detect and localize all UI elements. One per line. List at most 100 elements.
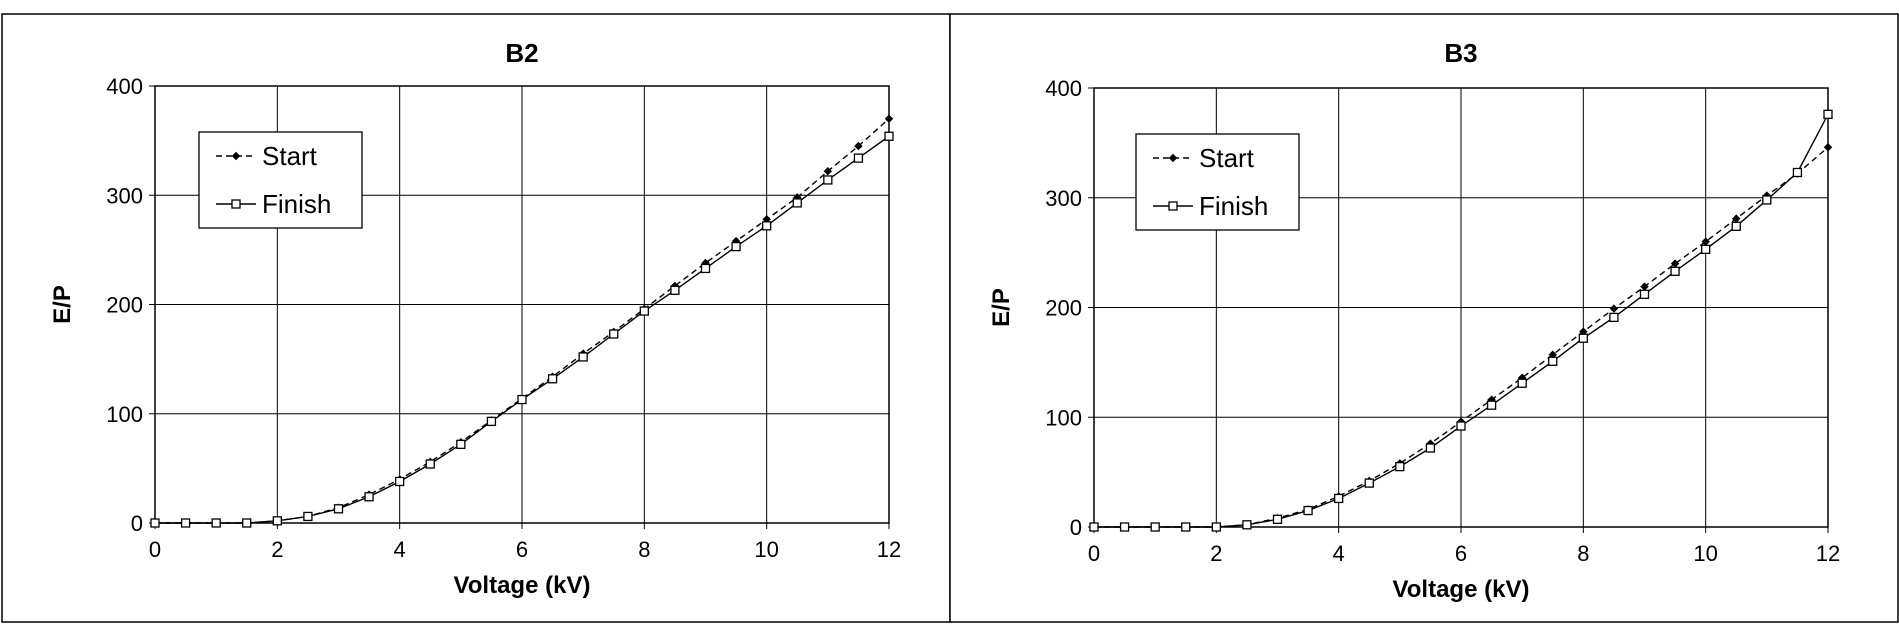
data-point bbox=[762, 221, 772, 231]
y-tick-label: 100 bbox=[106, 402, 143, 427]
data-point bbox=[1119, 522, 1130, 532]
data-point bbox=[486, 416, 497, 427]
data-point bbox=[1792, 167, 1803, 178]
data-point bbox=[180, 518, 191, 528]
legend-box bbox=[198, 131, 363, 229]
data-point bbox=[1364, 478, 1374, 488]
chart-0: 0 2 4 6 8 10 12 0 100 200 300 400 B2 Voltage (kV) E/P S… bbox=[1, 13, 951, 623]
data-point bbox=[517, 394, 527, 405]
data-point bbox=[609, 329, 619, 339]
data-point bbox=[272, 516, 282, 526]
data-point bbox=[1242, 520, 1252, 530]
legend-label: Start bbox=[262, 141, 318, 171]
data-point bbox=[639, 306, 649, 316]
y-tick-label: 0 bbox=[1070, 515, 1082, 540]
y-tick-label: 200 bbox=[106, 293, 143, 318]
legend-box bbox=[1135, 133, 1300, 231]
legend-label: Start bbox=[1199, 143, 1255, 173]
data-point bbox=[1456, 421, 1466, 431]
x-tick-label: 4 bbox=[1333, 541, 1345, 566]
data-point bbox=[1762, 195, 1772, 205]
data-point bbox=[1334, 493, 1344, 504]
chart-frame bbox=[1, 13, 951, 623]
data-point bbox=[1548, 356, 1558, 366]
data-point bbox=[1731, 221, 1741, 231]
legend-label: Finish bbox=[262, 189, 331, 219]
x-tick-label: 6 bbox=[516, 537, 528, 562]
chart-frame bbox=[949, 13, 1899, 623]
x-axis-label: Voltage (kV) bbox=[1393, 576, 1530, 603]
chart-1: 0 2 4 6 8 10 12 0 100 200 300 400 B3 Voltage (kV) E/P S… bbox=[949, 13, 1899, 623]
legend-marker bbox=[231, 199, 241, 209]
data-point bbox=[1272, 514, 1283, 524]
data-point bbox=[1639, 289, 1650, 299]
x-tick-label: 0 bbox=[1088, 541, 1100, 566]
data-point bbox=[1150, 522, 1160, 532]
data-point bbox=[242, 518, 252, 528]
data-point bbox=[578, 352, 588, 362]
data-point bbox=[211, 518, 221, 528]
data-point bbox=[1823, 143, 1833, 152]
legend-marker bbox=[231, 151, 241, 161]
data-point bbox=[425, 459, 435, 469]
y-tick-label: 400 bbox=[1045, 76, 1082, 101]
data-point bbox=[731, 241, 741, 252]
data-point bbox=[150, 518, 160, 528]
legend-label: Finish bbox=[1199, 191, 1268, 221]
data-point bbox=[670, 285, 680, 295]
x-axis-label: Voltage (kV) bbox=[454, 572, 591, 599]
data-point bbox=[700, 263, 711, 274]
data-point bbox=[1701, 244, 1711, 254]
x-tick-label: 2 bbox=[271, 537, 283, 562]
data-point bbox=[1517, 378, 1527, 388]
data-point bbox=[1181, 522, 1191, 532]
y-axis-label: E/P bbox=[988, 288, 1015, 327]
x-tick-label: 8 bbox=[1577, 541, 1589, 566]
x-tick-label: 4 bbox=[394, 537, 406, 562]
x-tick-label: 0 bbox=[149, 537, 161, 562]
chart-title: B3 bbox=[1444, 38, 1477, 68]
data-point bbox=[1578, 333, 1588, 343]
data-point bbox=[823, 175, 833, 185]
y-tick-label: 300 bbox=[1045, 186, 1082, 211]
data-point bbox=[854, 141, 863, 151]
series-finish bbox=[150, 131, 894, 528]
data-point bbox=[1395, 461, 1405, 472]
legend: Start Finish bbox=[1135, 133, 1300, 231]
data-point bbox=[853, 153, 864, 163]
y-tick-label: 400 bbox=[106, 74, 143, 99]
data-point bbox=[333, 504, 344, 514]
x-tick-label: 12 bbox=[877, 537, 901, 562]
data-point bbox=[364, 492, 374, 502]
data-point bbox=[1823, 109, 1833, 119]
legend-marker bbox=[1168, 153, 1178, 163]
data-point bbox=[823, 167, 833, 176]
data-point bbox=[1670, 266, 1680, 276]
data-point bbox=[884, 114, 894, 123]
x-tick-label: 10 bbox=[1693, 541, 1717, 566]
x-tick-label: 10 bbox=[754, 537, 778, 562]
data-point bbox=[547, 374, 558, 384]
y-tick-label: 0 bbox=[131, 511, 143, 536]
data-point bbox=[1609, 304, 1619, 313]
x-tick-label: 8 bbox=[638, 537, 650, 562]
data-point bbox=[1303, 505, 1313, 516]
chart-title: B2 bbox=[505, 38, 538, 68]
legend: Start Finish bbox=[198, 131, 363, 229]
legend-marker bbox=[1168, 201, 1178, 211]
data-point bbox=[1211, 522, 1221, 532]
y-tick-label: 200 bbox=[1045, 296, 1082, 321]
data-point bbox=[1425, 443, 1436, 453]
data-point bbox=[303, 511, 313, 522]
y-tick-label: 300 bbox=[106, 183, 143, 208]
data-point bbox=[1609, 312, 1619, 323]
x-tick-label: 2 bbox=[1210, 541, 1222, 566]
y-tick-label: 100 bbox=[1045, 405, 1082, 430]
data-point bbox=[395, 476, 405, 487]
data-point bbox=[456, 439, 466, 449]
y-axis-label: E/P bbox=[49, 285, 76, 324]
data-point bbox=[884, 131, 894, 141]
x-tick-label: 6 bbox=[1455, 541, 1467, 566]
data-point bbox=[1089, 522, 1099, 532]
